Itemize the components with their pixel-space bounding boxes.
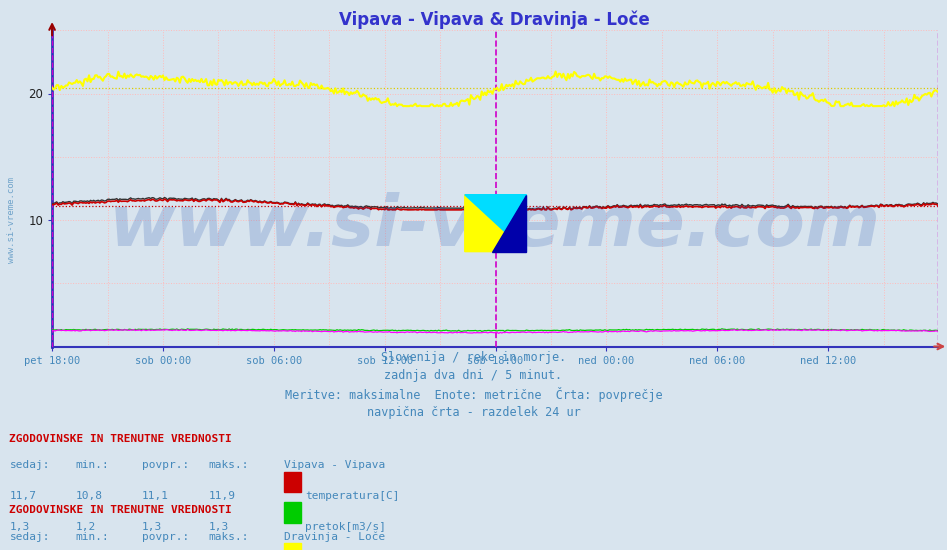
- Text: 1,3: 1,3: [142, 521, 162, 531]
- Bar: [284, 543, 301, 550]
- Text: temperatura[C]: temperatura[C]: [305, 491, 400, 501]
- Title: Vipava - Vipava & Dravinja - Loče: Vipava - Vipava & Dravinja - Loče: [339, 10, 651, 29]
- Text: sedaj:: sedaj:: [9, 532, 50, 542]
- Text: Slovenija / reke in morje.: Slovenija / reke in morje.: [381, 350, 566, 364]
- Text: Vipava - Vipava: Vipava - Vipava: [284, 460, 385, 470]
- Text: Meritve: maksimalne  Enote: metrične  Črta: povprečje: Meritve: maksimalne Enote: metrične Črta…: [285, 387, 662, 402]
- Text: min.:: min.:: [76, 532, 110, 542]
- Text: ZGODOVINSKE IN TRENUTNE VREDNOSTI: ZGODOVINSKE IN TRENUTNE VREDNOSTI: [9, 434, 232, 444]
- Text: 11,7: 11,7: [9, 491, 37, 501]
- Text: 11,9: 11,9: [208, 491, 236, 501]
- Text: sedaj:: sedaj:: [9, 460, 50, 470]
- Text: www.si-vreme.com: www.si-vreme.com: [7, 177, 16, 263]
- Text: 1,3: 1,3: [208, 521, 228, 531]
- Bar: [284, 502, 301, 522]
- Text: povpr.:: povpr.:: [142, 532, 189, 542]
- Text: maks.:: maks.:: [208, 460, 249, 470]
- Text: 1,3: 1,3: [9, 521, 29, 531]
- Text: www.si-vreme.com: www.si-vreme.com: [109, 192, 881, 261]
- Polygon shape: [465, 195, 527, 252]
- Text: Dravinja - Loče: Dravinja - Loče: [284, 532, 385, 542]
- Text: navpična črta - razdelek 24 ur: navpična črta - razdelek 24 ur: [366, 405, 581, 419]
- Text: povpr.:: povpr.:: [142, 460, 189, 470]
- Text: min.:: min.:: [76, 460, 110, 470]
- Text: maks.:: maks.:: [208, 532, 249, 542]
- Text: 11,1: 11,1: [142, 491, 170, 501]
- Polygon shape: [492, 195, 527, 252]
- Text: 1,2: 1,2: [76, 521, 96, 531]
- Text: 10,8: 10,8: [76, 491, 103, 501]
- Polygon shape: [465, 195, 527, 252]
- Text: pretok[m3/s]: pretok[m3/s]: [305, 521, 386, 531]
- Text: ZGODOVINSKE IN TRENUTNE VREDNOSTI: ZGODOVINSKE IN TRENUTNE VREDNOSTI: [9, 505, 232, 515]
- Bar: [284, 472, 301, 492]
- Text: zadnja dva dni / 5 minut.: zadnja dva dni / 5 minut.: [384, 369, 563, 382]
